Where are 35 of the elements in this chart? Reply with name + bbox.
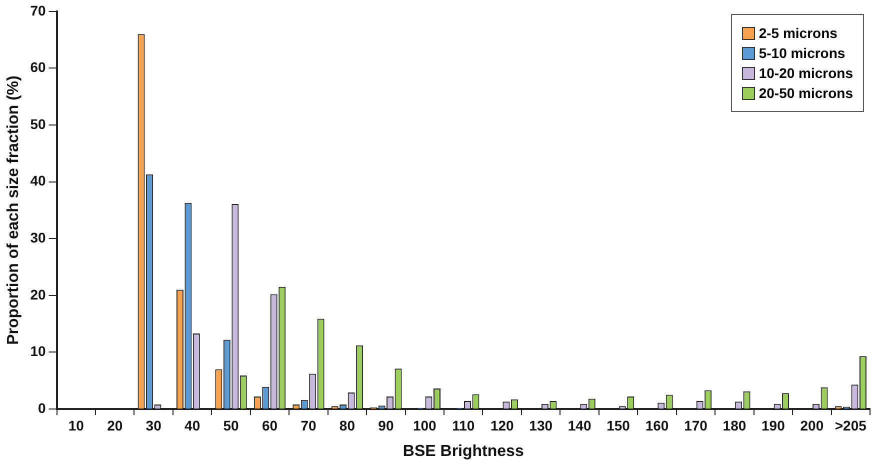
y-tick-label: 50 xyxy=(30,116,46,132)
y-tick-label: 0 xyxy=(38,400,46,416)
x-tick-label: 90 xyxy=(378,417,394,434)
x-tick-label: >205 xyxy=(834,417,867,434)
x-tick-label: 70 xyxy=(300,417,316,434)
x-tick-label: 80 xyxy=(339,417,356,434)
x-tick-label: 110 xyxy=(452,417,475,434)
y-tick-label: 20 xyxy=(30,286,46,302)
x-tick-label: 20 xyxy=(107,417,123,434)
x-tick-label: 40 xyxy=(184,417,200,434)
x-tick-label: 160 xyxy=(645,417,669,434)
x-tick-label: 150 xyxy=(606,417,630,434)
y-tick-label: 30 xyxy=(30,229,46,246)
y-tick-label: 60 xyxy=(30,59,46,76)
x-axis-title: BSE Brightness xyxy=(402,442,524,460)
x-tick-label: 30 xyxy=(146,417,162,434)
x-tick-label: 120 xyxy=(490,417,514,434)
x-tick-label: 50 xyxy=(223,417,240,434)
legend-label: 10-20 microns xyxy=(758,65,853,81)
y-tick-label: 10 xyxy=(30,343,46,360)
x-tick-label: 10 xyxy=(68,417,84,434)
legend-label: 2-5 microns xyxy=(758,25,838,41)
x-tick-label: 140 xyxy=(568,417,592,434)
y-tick-label: 70 xyxy=(30,2,46,18)
x-tick-label: 100 xyxy=(412,417,437,434)
x-tick-label: 130 xyxy=(529,417,553,434)
x-tick-label: 180 xyxy=(722,417,746,434)
y-tick-label: 40 xyxy=(30,172,46,189)
x-tick-label: 190 xyxy=(762,417,786,434)
legend-label: 20-50 microns xyxy=(758,85,853,101)
x-tick-label: 200 xyxy=(800,417,824,434)
x-tick-label: 60 xyxy=(262,417,278,434)
y-axis-title: Proportion of each size fraction (%) xyxy=(5,76,22,345)
legend-label: 5-10 microns xyxy=(758,45,846,61)
x-tick-label: 170 xyxy=(684,417,708,434)
